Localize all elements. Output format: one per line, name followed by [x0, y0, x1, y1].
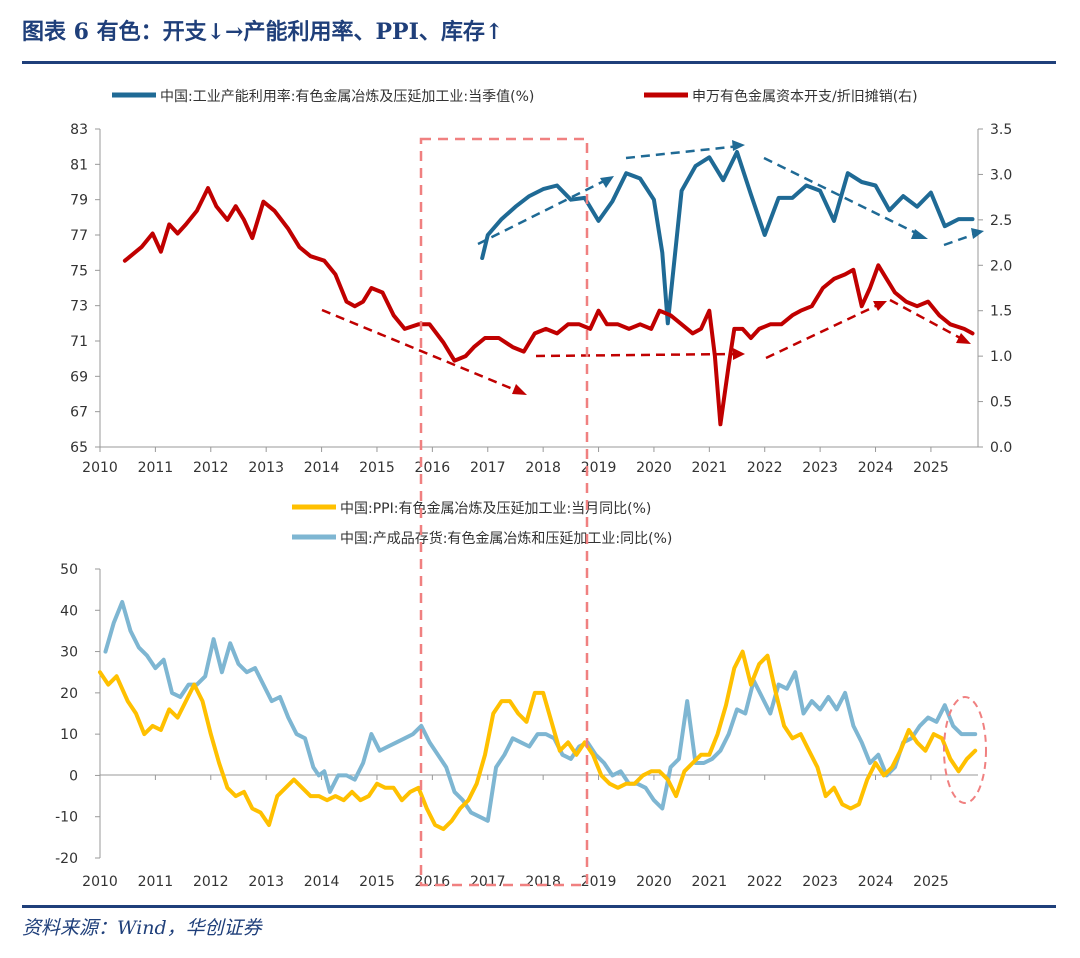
- top-y-left-tick-label: 81: [70, 157, 88, 173]
- top-y-left-tick-label: 67: [70, 405, 88, 421]
- top-y-right-tick-label: 2.5: [990, 213, 1012, 229]
- arrow-head: [732, 140, 745, 151]
- top-chart: 中国:工业产能利用率:有色金属冶炼及压延加工业:当季值(%) 申万有色金属资本开…: [70, 88, 1012, 476]
- top-y-right-tick-label: 1.5: [990, 304, 1012, 320]
- bottom-x-tick-label: 2019: [581, 874, 617, 890]
- bottom-x-tick-label: 2020: [636, 874, 672, 890]
- top-y-right-tick-label: 0.5: [990, 395, 1012, 411]
- bottom-y-tick-label: 40: [60, 603, 78, 619]
- top-x-tick-label: 2014: [304, 460, 340, 476]
- top-x-tick-label: 2015: [359, 460, 395, 476]
- legend-ppi: 中国:PPI:有色金属冶炼及压延加工业:当月同比(%): [340, 500, 651, 517]
- bottom-x-tick-label: 2021: [692, 874, 728, 890]
- top-x-tick-label: 2016: [415, 460, 451, 476]
- top-y-left-tick-label: 79: [70, 193, 88, 209]
- series-line-capacity-utilization: [480, 150, 975, 326]
- arrow-head: [600, 176, 614, 188]
- bottom-x-tick-label: 2013: [248, 874, 284, 890]
- legend-capacity: 中国:工业产能利用率:有色金属冶炼及压延加工业:当季值(%): [160, 88, 534, 105]
- top-y-left-tick-label: 77: [70, 228, 88, 244]
- top-x-tick-label: 2023: [802, 460, 838, 476]
- top-x-tick-label: 2025: [913, 460, 949, 476]
- top-y-left-tick-label: 83: [70, 122, 88, 138]
- top-x-tick-label: 2022: [747, 460, 783, 476]
- bottom-x-tick-label: 2014: [304, 874, 340, 890]
- bottom-x-tick-label: 2011: [138, 874, 174, 890]
- top-x-tick-label: 2021: [692, 460, 728, 476]
- arrow-head: [733, 348, 745, 360]
- top-y-left-tick-label: 73: [70, 299, 88, 315]
- figure-title: 图表 6 有色：开支↓→产能利用率、PPI、库存↑: [22, 19, 504, 45]
- bottom-y-tick-label: 10: [60, 727, 78, 743]
- bottom-y-tick-label: -20: [55, 851, 78, 867]
- top-x-tick-label: 2013: [248, 460, 284, 476]
- top-y-right-tick-label: 1.0: [990, 349, 1012, 365]
- legend-capex: 申万有色金属资本开支/折旧摊销(右): [692, 88, 918, 105]
- top-y-right-tick-label: 3.5: [990, 122, 1012, 138]
- bottom-x-tick-label: 2010: [82, 874, 118, 890]
- bottom-x-tick-label: 2018: [525, 874, 561, 890]
- bottom-x-tick-label: 2025: [913, 874, 949, 890]
- bottom-y-tick-label: 50: [60, 562, 78, 578]
- arrow-head: [956, 333, 971, 344]
- source-rule: [22, 905, 1056, 908]
- top-y-left-tick-label: 71: [70, 334, 88, 350]
- bottom-chart: 中国:PPI:有色金属冶炼及压延加工业:当月同比(%) 中国:产成品存货:有色金…: [55, 500, 987, 890]
- capex-trend-arrow: [889, 298, 965, 342]
- legend-inventory: 中国:产成品存货:有色金属冶炼和压延加工业:同比(%): [340, 530, 672, 547]
- series-line-inventory-yoy: [103, 600, 978, 823]
- series-line-capex-depreciation: [122, 186, 975, 427]
- arrow-head: [971, 228, 984, 239]
- capacity-trend-arrow: [625, 144, 741, 160]
- top-x-tick-label: 2017: [470, 460, 506, 476]
- top-y-left-tick-label: 65: [70, 440, 88, 456]
- bottom-y-tick-label: 30: [60, 645, 78, 661]
- top-x-tick-label: 2012: [193, 460, 229, 476]
- capex-trend-arrow: [535, 352, 739, 358]
- capex-trend-arrow: [765, 302, 881, 360]
- source-note: 资料来源：Wind，华创证券: [22, 917, 262, 939]
- bottom-x-tick-label: 2017: [470, 874, 506, 890]
- top-y-right-tick-label: 2.0: [990, 258, 1012, 274]
- bottom-y-tick-label: 0: [69, 768, 78, 784]
- top-x-tick-label: 2020: [636, 460, 672, 476]
- top-x-tick-label: 2010: [82, 460, 118, 476]
- bottom-y-tick-label: 20: [60, 686, 78, 702]
- bottom-x-tick-label: 2015: [359, 874, 395, 890]
- highlight-period-box: [419, 137, 589, 887]
- series-line-ppi-yoy: [98, 649, 978, 832]
- capex-trend-arrow: [321, 308, 521, 394]
- recent-highlight-ellipse: [943, 696, 987, 804]
- top-x-tick-label: 2018: [525, 460, 561, 476]
- arrow-head: [873, 301, 887, 311]
- top-x-tick-label: 2011: [138, 460, 174, 476]
- capacity-trend-arrow: [477, 175, 613, 246]
- bottom-x-tick-label: 2012: [193, 874, 229, 890]
- bottom-x-tick-label: 2024: [858, 874, 894, 890]
- bottom-x-tick-label: 2023: [802, 874, 838, 890]
- bottom-x-tick-label: 2022: [747, 874, 783, 890]
- arrow-head: [911, 229, 928, 239]
- top-x-tick-label: 2019: [581, 460, 617, 476]
- top-y-left-tick-label: 75: [70, 263, 88, 279]
- bottom-y-tick-label: -10: [55, 810, 78, 826]
- top-x-tick-label: 2024: [858, 460, 894, 476]
- title-rule: [22, 61, 1056, 64]
- arrow-head: [512, 384, 527, 395]
- top-annotation-arrows: [321, 140, 984, 395]
- top-y-right-tick-label: 0.0: [990, 440, 1012, 456]
- top-y-left-tick-label: 69: [70, 369, 88, 385]
- top-y-right-tick-label: 3.0: [990, 167, 1012, 183]
